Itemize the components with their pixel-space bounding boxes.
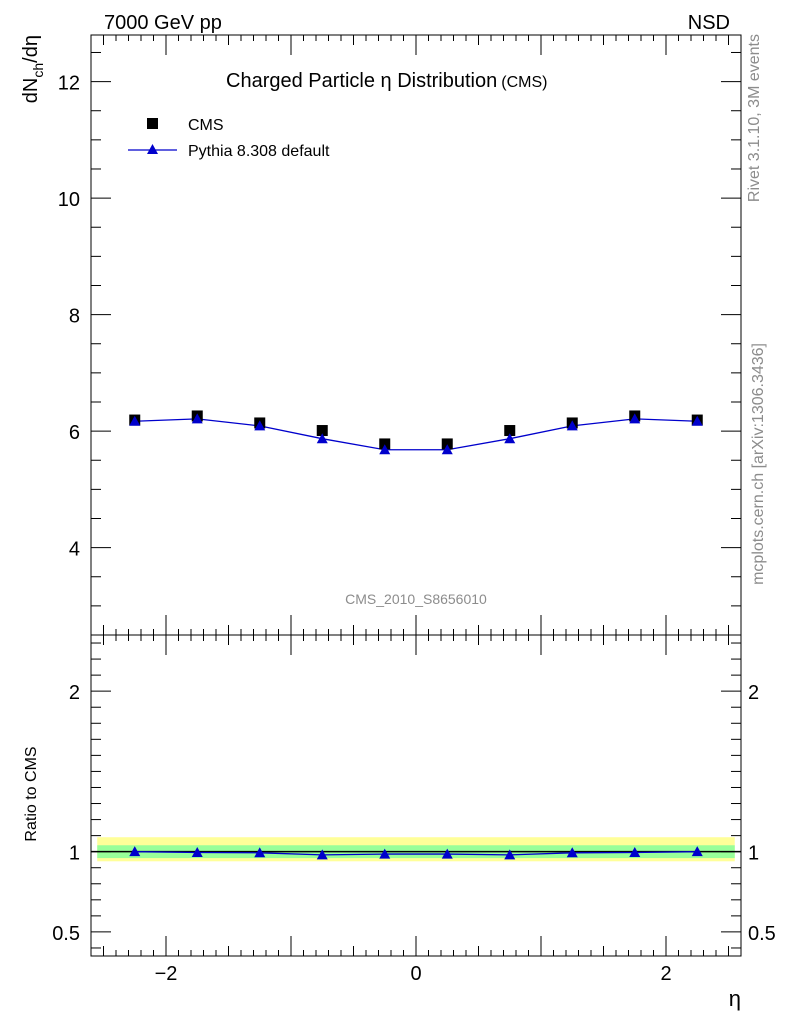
pythia-point — [316, 433, 328, 444]
legend: CMS Pythia 8.308 default — [128, 117, 330, 160]
analysis-watermark: CMS_2010_S8656010 — [345, 591, 487, 607]
cms-point — [441, 438, 453, 450]
x-axis-label: η — [729, 986, 741, 1011]
y-label-main: dN — [20, 78, 42, 104]
ratio-pythia-point — [504, 849, 516, 860]
pythia-point — [691, 415, 703, 426]
mcplots-label: mcplots.cern.ch [arXiv:1306.3436] — [750, 343, 767, 585]
main-y-tick-label: 6 — [69, 422, 80, 444]
ratio-y-tick-label-right: 1 — [748, 843, 759, 865]
pythia-point — [191, 413, 203, 424]
main-y-tick-label: 4 — [69, 539, 80, 561]
cms-point — [316, 425, 328, 437]
ratio-pythia-line — [134, 851, 698, 856]
main-y-tick-label: 12 — [58, 73, 80, 95]
legend-cms-marker — [147, 118, 158, 129]
legend-pythia-marker — [147, 144, 158, 154]
ratio-pythia-point — [441, 848, 453, 859]
ratio-y-tick-label-right: 2 — [748, 682, 759, 704]
pythia-point — [629, 413, 641, 424]
main-y-tick-label: 8 — [69, 306, 80, 328]
ratio-y-tick-label-left: 2 — [69, 682, 80, 704]
ratio-y-tick-label-left: 1 — [69, 843, 80, 865]
legend-pythia-label: Pythia 8.308 default — [188, 143, 330, 160]
ratio-y-axis-label: Ratio to CMS — [23, 746, 40, 841]
ratio-pythia-point — [254, 847, 266, 858]
cms-point — [379, 438, 391, 450]
chart-title-suffix: (CMS) — [501, 74, 547, 91]
pythia-point — [441, 444, 453, 455]
legend-cms-label: CMS — [188, 117, 224, 134]
header-right: NSD — [688, 12, 730, 34]
rivet-label: Rivet 3.1.10, 3M events — [746, 34, 763, 202]
pythia-line — [134, 418, 698, 451]
pythia-point — [254, 420, 266, 431]
x-tick-label: 0 — [410, 963, 421, 985]
ratio-pythia-point — [629, 846, 641, 857]
ratio-pythia-point — [129, 846, 141, 857]
pythia-point — [504, 433, 516, 444]
pythia-point — [566, 420, 578, 431]
y-label-sub: ch — [30, 63, 46, 78]
pythia-point — [129, 415, 141, 426]
ratio-pythia-point — [191, 846, 203, 857]
ratio-pythia-point — [379, 848, 391, 859]
main-y-axis-label: dNch/dη — [20, 35, 46, 103]
header-left: 7000 GeV pp — [104, 12, 222, 34]
pythia-point — [379, 444, 391, 455]
ratio-y-tick-label-left: 0.5 — [52, 923, 80, 945]
ratio-pythia-point — [316, 849, 328, 860]
y-label-tail: /dη — [20, 35, 42, 63]
main-y-tick-label: 10 — [58, 189, 80, 211]
chart-title: Charged Particle η Distribution (CMS) — [226, 70, 547, 92]
x-tick-label: 2 — [660, 963, 671, 985]
ratio-plot-frame — [90, 634, 742, 957]
x-tick-label: −2 — [155, 963, 178, 985]
chart-title-main: Charged Particle η Distribution — [226, 70, 497, 92]
ratio-y-tick-label-right: 0.5 — [748, 923, 776, 945]
ratio-pythia-point — [566, 847, 578, 858]
cms-point — [504, 425, 516, 437]
ratio-pythia-point — [691, 846, 703, 857]
